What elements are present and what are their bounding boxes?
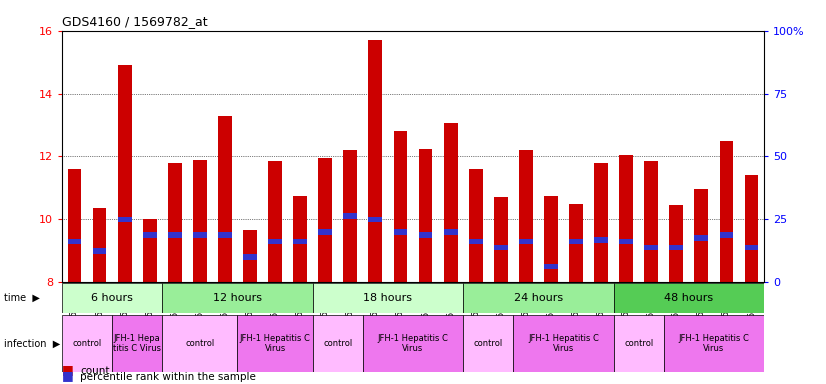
Bar (744, 245, 758, 250)
Bar (419, 232, 433, 238)
Bar (569, 204, 583, 282)
Bar (469, 169, 482, 282)
Text: 12 hours: 12 hours (213, 293, 262, 303)
Text: 24 hours: 24 hours (514, 293, 563, 303)
Text: ■: ■ (62, 369, 74, 382)
Bar (118, 65, 131, 282)
Text: control: control (624, 339, 653, 348)
Text: ■: ■ (62, 362, 74, 376)
Bar (118, 217, 131, 222)
Bar (594, 163, 608, 282)
Bar (644, 245, 658, 250)
Bar (243, 230, 257, 282)
Bar (112, 315, 162, 372)
Bar (620, 238, 633, 244)
Bar (695, 189, 708, 282)
Bar (238, 315, 313, 372)
Bar (519, 238, 533, 244)
Bar (494, 197, 508, 282)
Text: JFH-1 Hepatitis C
Virus: JFH-1 Hepatitis C Virus (678, 334, 749, 353)
Text: JFH-1 Hepatitis C
Virus: JFH-1 Hepatitis C Virus (377, 334, 449, 353)
Bar (318, 229, 332, 235)
Bar (719, 232, 733, 238)
Text: JFH-1 Hepa
titis C Virus: JFH-1 Hepa titis C Virus (113, 334, 161, 353)
Bar (93, 248, 107, 253)
Bar (463, 283, 614, 313)
Bar (664, 315, 764, 372)
Bar (268, 161, 282, 282)
Bar (318, 158, 332, 282)
Bar (268, 238, 282, 244)
Bar (594, 237, 608, 243)
Text: control: control (73, 339, 102, 348)
Bar (393, 131, 407, 282)
Bar (513, 315, 614, 372)
Bar (614, 283, 764, 313)
Text: 6 hours: 6 hours (91, 293, 133, 303)
Bar (519, 150, 533, 282)
Bar (218, 232, 232, 238)
Bar (344, 150, 357, 282)
Bar (68, 169, 82, 282)
Bar (614, 315, 664, 372)
Bar (143, 219, 157, 282)
Bar (444, 124, 458, 282)
Text: control: control (323, 339, 353, 348)
Bar (162, 315, 238, 372)
Bar (193, 232, 206, 238)
Bar (393, 229, 407, 235)
Text: GDS4160 / 1569782_at: GDS4160 / 1569782_at (62, 15, 207, 28)
Bar (293, 196, 307, 282)
Bar (494, 245, 508, 250)
Bar (143, 232, 157, 238)
Bar (62, 283, 162, 313)
Bar (719, 141, 733, 282)
Bar (313, 315, 363, 372)
Text: 48 hours: 48 hours (664, 293, 714, 303)
Text: JFH-1 Hepatitis C
Virus: JFH-1 Hepatitis C Virus (528, 334, 599, 353)
Bar (68, 238, 82, 244)
Bar (168, 232, 182, 238)
Bar (293, 238, 307, 244)
Text: 18 hours: 18 hours (363, 293, 412, 303)
Bar (644, 161, 658, 282)
Bar (744, 175, 758, 282)
Text: count: count (80, 366, 110, 376)
Bar (168, 163, 182, 282)
Bar (469, 238, 482, 244)
Bar (363, 315, 463, 372)
Bar (218, 116, 232, 282)
Bar (444, 229, 458, 235)
Bar (243, 254, 257, 260)
Text: control: control (185, 339, 215, 348)
Bar (669, 245, 683, 250)
Bar (62, 315, 112, 372)
Bar (544, 196, 558, 282)
Bar (463, 315, 513, 372)
Bar (620, 155, 633, 282)
Bar (368, 217, 382, 222)
Bar (313, 283, 463, 313)
Bar (569, 238, 583, 244)
Text: percentile rank within the sample: percentile rank within the sample (80, 372, 256, 382)
Bar (93, 209, 107, 282)
Bar (544, 264, 558, 269)
Bar (669, 205, 683, 282)
Bar (193, 160, 206, 282)
Bar (368, 40, 382, 282)
Text: infection  ▶: infection ▶ (4, 339, 60, 349)
Text: time  ▶: time ▶ (4, 293, 40, 303)
Text: control: control (473, 339, 503, 348)
Bar (419, 149, 433, 282)
Bar (695, 235, 708, 241)
Bar (344, 214, 357, 219)
Bar (162, 283, 313, 313)
Text: JFH-1 Hepatitis C
Virus: JFH-1 Hepatitis C Virus (240, 334, 311, 353)
